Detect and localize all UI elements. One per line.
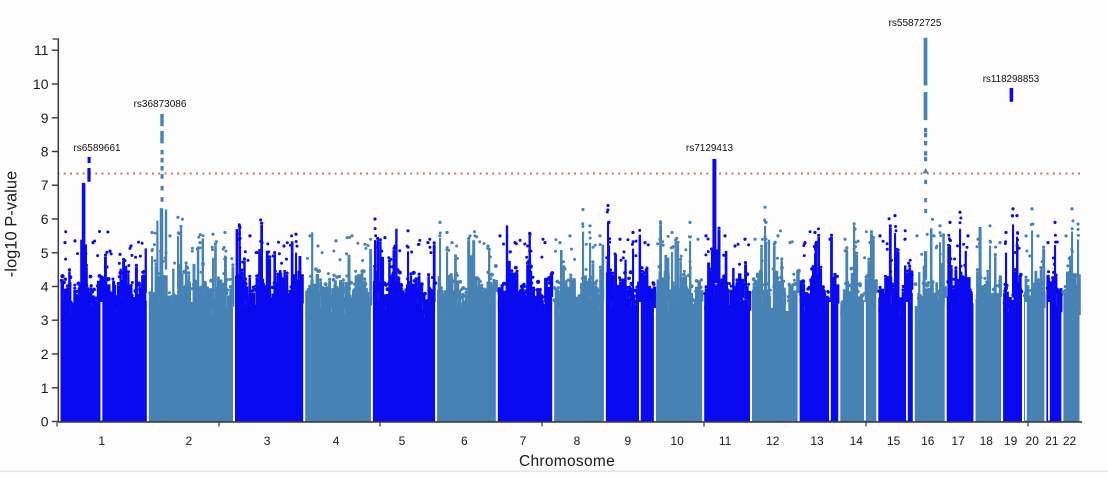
svg-text:11: 11 — [719, 434, 732, 448]
svg-text:0: 0 — [41, 414, 49, 430]
svg-text:16: 16 — [921, 434, 935, 448]
svg-text:-log10 P-value: -log10 P-value — [3, 171, 21, 277]
svg-text:13: 13 — [810, 434, 824, 448]
svg-text:21: 21 — [1045, 434, 1059, 448]
svg-text:18: 18 — [980, 434, 994, 448]
svg-text:2: 2 — [41, 346, 49, 362]
svg-text:20: 20 — [1026, 434, 1040, 448]
svg-text:4: 4 — [41, 279, 49, 295]
svg-text:15: 15 — [887, 434, 901, 448]
svg-text:Chromosome: Chromosome — [519, 453, 615, 470]
svg-text:4: 4 — [333, 434, 340, 448]
svg-text:10: 10 — [33, 76, 49, 92]
svg-text:12: 12 — [766, 434, 780, 448]
svg-text:9: 9 — [41, 110, 49, 126]
svg-text:10: 10 — [670, 434, 684, 448]
svg-text:22: 22 — [1063, 434, 1077, 448]
svg-text:7: 7 — [41, 177, 49, 193]
svg-text:3: 3 — [41, 312, 49, 328]
svg-text:9: 9 — [625, 434, 632, 448]
svg-text:19: 19 — [1004, 434, 1018, 448]
svg-text:5: 5 — [41, 245, 49, 261]
svg-text:7: 7 — [520, 434, 527, 448]
svg-text:6: 6 — [41, 211, 49, 227]
svg-text:rs118298853: rs118298853 — [983, 74, 1040, 85]
svg-text:1: 1 — [98, 434, 105, 448]
svg-text:1: 1 — [41, 380, 49, 396]
svg-text:14: 14 — [850, 434, 864, 448]
svg-text:17: 17 — [951, 434, 965, 448]
svg-text:rs7129413: rs7129413 — [686, 143, 734, 154]
svg-text:rs36873086: rs36873086 — [134, 99, 187, 110]
svg-text:rs55872725: rs55872725 — [889, 18, 942, 29]
svg-text:5: 5 — [399, 434, 406, 448]
svg-text:8: 8 — [574, 434, 581, 448]
svg-text:11: 11 — [34, 42, 49, 58]
svg-text:2: 2 — [186, 434, 193, 448]
svg-text:6: 6 — [461, 434, 468, 448]
svg-text:8: 8 — [41, 144, 49, 160]
svg-text:3: 3 — [264, 434, 271, 448]
svg-text:rs6589661: rs6589661 — [73, 143, 121, 154]
